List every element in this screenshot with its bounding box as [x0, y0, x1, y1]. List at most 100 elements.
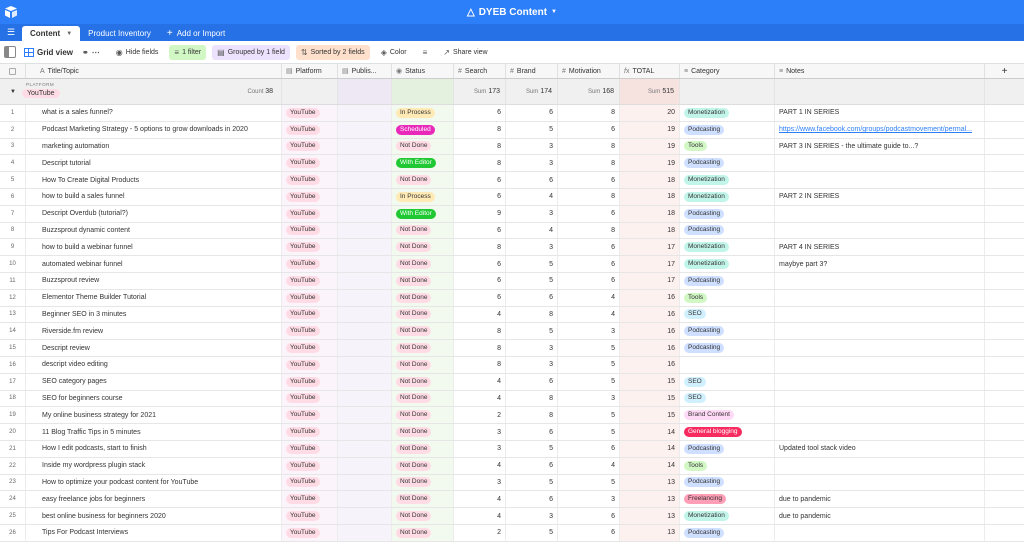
row-number[interactable]: 3: [0, 138, 26, 155]
cell-brand[interactable]: 6: [506, 105, 558, 121]
cell-status[interactable]: Not Done: [392, 524, 454, 541]
cell-brand[interactable]: 6: [506, 491, 558, 508]
cell-total[interactable]: 19: [620, 155, 680, 172]
cell-brand[interactable]: 8: [506, 306, 558, 323]
cell-motivation[interactable]: 4: [558, 289, 620, 306]
cell-notes[interactable]: [775, 356, 985, 373]
hamburger-menu-icon[interactable]: ☰: [6, 27, 16, 37]
cell-publish[interactable]: [338, 306, 392, 323]
cell-category[interactable]: Freelancing: [680, 491, 775, 508]
cell-brand[interactable]: 3: [506, 155, 558, 172]
cell-status[interactable]: Not Done: [392, 407, 454, 424]
table-row[interactable]: 4 Descript tutorial YouTube With Editor 8 3 8 1…: [0, 155, 1024, 173]
cell-publish[interactable]: [338, 373, 392, 390]
cell-notes[interactable]: [775, 407, 985, 424]
cell-search[interactable]: 8: [454, 340, 506, 356]
cell-category[interactable]: Monetization: [680, 256, 775, 272]
cell-publish[interactable]: [338, 272, 392, 289]
row-number[interactable]: 22: [0, 457, 26, 474]
cell-brand[interactable]: 4: [506, 222, 558, 239]
cell-title[interactable]: How I edit podcasts, start to finish: [26, 440, 282, 457]
cell-brand[interactable]: 5: [506, 524, 558, 541]
cell-search[interactable]: 2: [454, 524, 506, 541]
row-number[interactable]: 5: [0, 172, 26, 188]
cell-status[interactable]: Not Done: [392, 222, 454, 239]
table-row[interactable]: 9 how to build a webinar funnel YouTube Not…: [0, 239, 1024, 257]
cell-search[interactable]: 6: [454, 222, 506, 239]
cell-brand[interactable]: 5: [506, 272, 558, 289]
cell-category[interactable]: Podcasting: [680, 340, 775, 356]
cell-search[interactable]: 8: [454, 155, 506, 172]
cell-status[interactable]: With Editor: [392, 205, 454, 222]
table-row[interactable]: 23 How to optimize your podcast content f…: [0, 474, 1024, 492]
cell-search[interactable]: 6: [454, 289, 506, 306]
cell-brand[interactable]: 6: [506, 172, 558, 188]
row-number[interactable]: 2: [0, 121, 26, 138]
cell-category[interactable]: Monetization: [680, 239, 775, 256]
cell-brand[interactable]: 8: [506, 407, 558, 424]
row-number[interactable]: 26: [0, 524, 26, 541]
cell-publish[interactable]: [338, 323, 392, 340]
cell-search[interactable]: 8: [454, 138, 506, 155]
cell-title[interactable]: Descript tutorial: [26, 155, 282, 172]
cell-publish[interactable]: [338, 491, 392, 508]
cell-motivation[interactable]: 5: [558, 474, 620, 491]
cell-search[interactable]: 6: [454, 272, 506, 289]
cell-platform[interactable]: YouTube: [282, 105, 338, 121]
cell-platform[interactable]: YouTube: [282, 239, 338, 256]
cell-notes[interactable]: PART 3 IN SERIES - the ultimate guide to…: [775, 138, 985, 155]
cell-status[interactable]: Not Done: [392, 239, 454, 256]
cell-publish[interactable]: [338, 356, 392, 373]
cell-total[interactable]: 16: [620, 289, 680, 306]
cell-title[interactable]: Elementor Theme Builder Tutorial: [26, 289, 282, 306]
chevron-down-icon[interactable]: ▼: [66, 30, 73, 37]
table-row[interactable]: 8 Buzzsprout dynamic content YouTube Not Do…: [0, 222, 1024, 240]
table-row[interactable]: 14 Riverside.fm review YouTube Not Done 8 5 3 1…: [0, 323, 1024, 341]
column-header-search[interactable]: # Search: [454, 64, 506, 78]
cell-search[interactable]: 4: [454, 306, 506, 323]
cell-search[interactable]: 2: [454, 407, 506, 424]
cell-notes[interactable]: due to pandemic: [775, 508, 985, 524]
cell-title[interactable]: How to optimize your podcast content for…: [26, 474, 282, 491]
row-number[interactable]: 23: [0, 474, 26, 491]
cell-search[interactable]: 8: [454, 323, 506, 340]
cell-brand[interactable]: 3: [506, 508, 558, 524]
cell-total[interactable]: 17: [620, 272, 680, 289]
cell-search[interactable]: 4: [454, 457, 506, 474]
cell-total[interactable]: 19: [620, 138, 680, 155]
cell-platform[interactable]: YouTube: [282, 172, 338, 188]
cell-category[interactable]: [680, 356, 775, 373]
table-row[interactable]: 15 Descript review YouTube Not Done 8 3 5 16 Pod…: [0, 340, 1024, 357]
table-row[interactable]: 3 marketing automation YouTube Not Done 8 3 8 1…: [0, 138, 1024, 156]
row-number[interactable]: 6: [0, 188, 26, 205]
cell-notes[interactable]: PART 4 IN SERIES: [775, 239, 985, 256]
cell-motivation[interactable]: 8: [558, 188, 620, 205]
cell-brand[interactable]: 6: [506, 424, 558, 440]
share-view-button[interactable]: ↗ Share view: [438, 45, 492, 60]
cell-motivation[interactable]: 8: [558, 105, 620, 121]
row-height-button[interactable]: ≡: [418, 45, 433, 60]
hide-fields-button[interactable]: ◉ Hide fields: [111, 45, 164, 60]
cell-brand[interactable]: 6: [506, 457, 558, 474]
group-header[interactable]: ▼ PLATFORM YouTube Count 38 Sum 173 Sum 17…: [0, 79, 1024, 105]
cell-search[interactable]: 8: [454, 239, 506, 256]
cell-title[interactable]: SEO category pages: [26, 373, 282, 390]
cell-brand[interactable]: 5: [506, 440, 558, 457]
tab-content[interactable]: Content ▼: [22, 26, 81, 41]
row-number[interactable]: 25: [0, 508, 26, 524]
cell-total[interactable]: 18: [620, 188, 680, 205]
cell-status[interactable]: Not Done: [392, 373, 454, 390]
cell-search[interactable]: 3: [454, 424, 506, 440]
cell-motivation[interactable]: 5: [558, 407, 620, 424]
row-number[interactable]: 24: [0, 491, 26, 508]
cell-search[interactable]: 8: [454, 356, 506, 373]
cell-total[interactable]: 13: [620, 474, 680, 491]
table-row[interactable]: 22 Inside my wordpress plugin stack YouTub…: [0, 457, 1024, 475]
cell-notes[interactable]: [775, 373, 985, 390]
table-row[interactable]: 12 Elementor Theme Builder Tutorial YouTub…: [0, 289, 1024, 307]
cell-brand[interactable]: 5: [506, 121, 558, 138]
cell-status[interactable]: Not Done: [392, 508, 454, 524]
cell-platform[interactable]: YouTube: [282, 205, 338, 222]
cell-status[interactable]: Not Done: [392, 138, 454, 155]
toggle-sidebar-icon[interactable]: [4, 46, 16, 58]
